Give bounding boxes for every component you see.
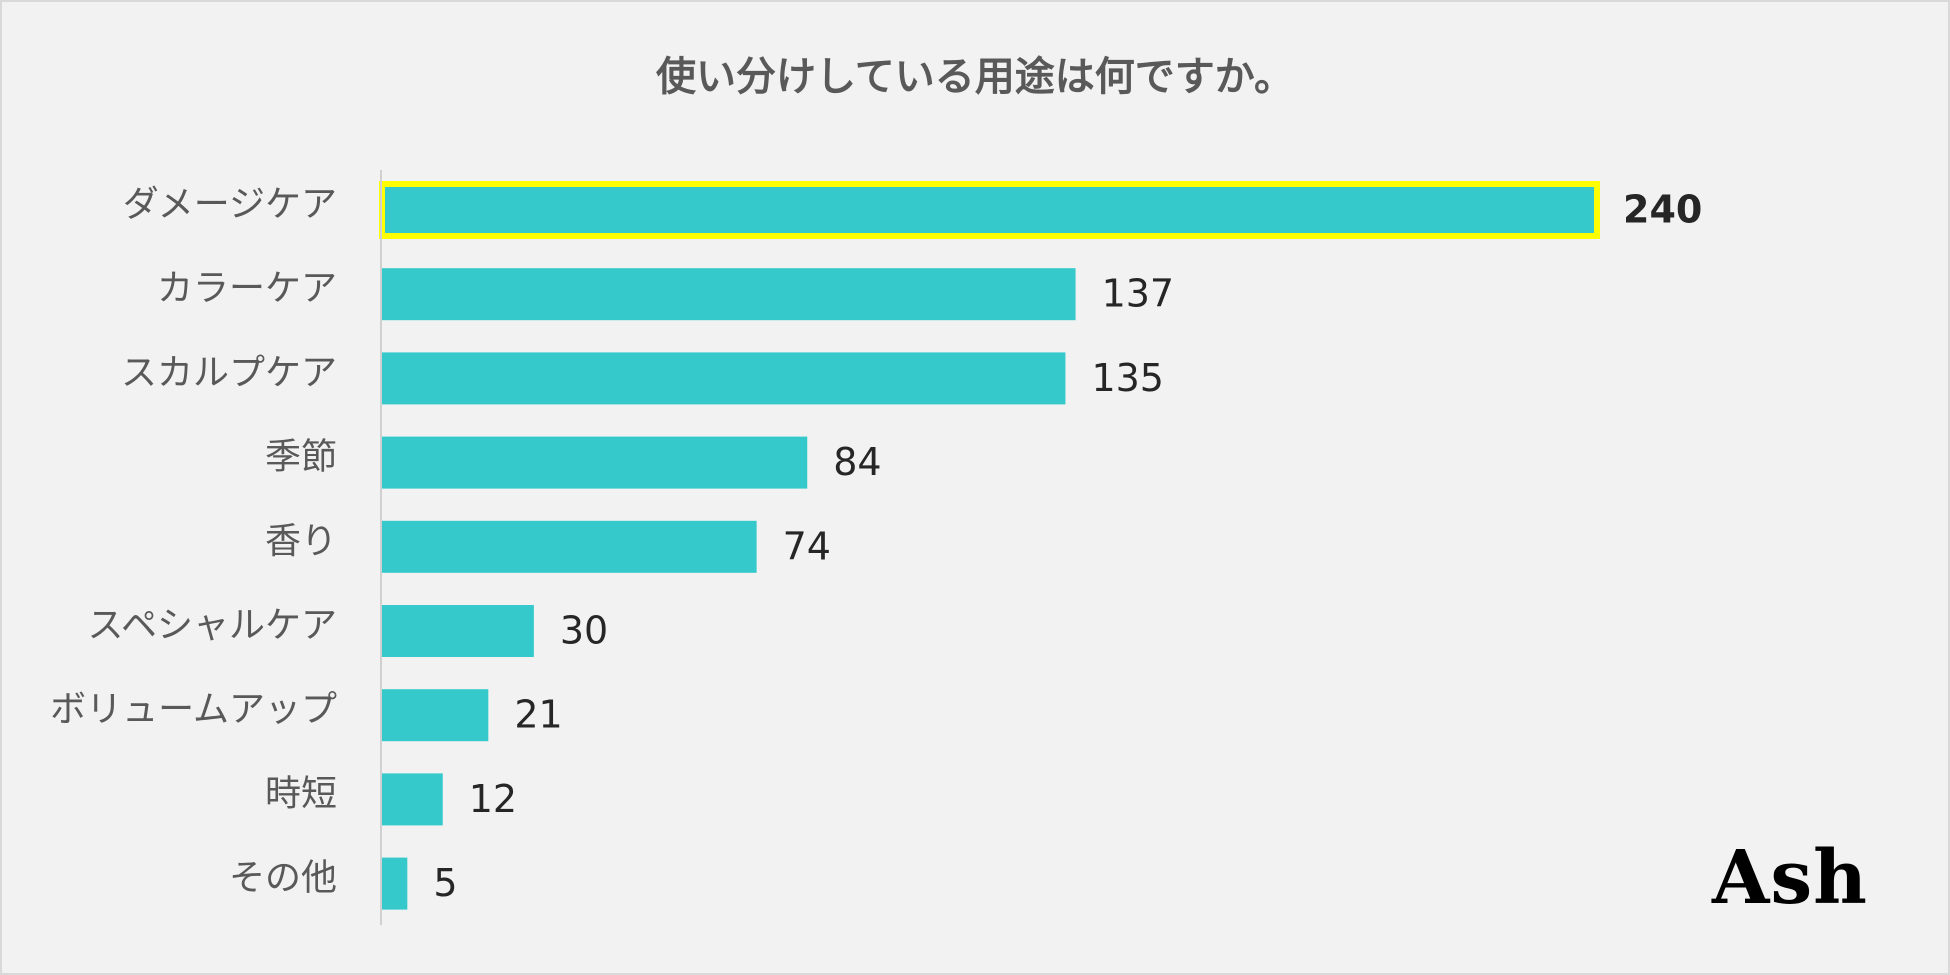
value-label-6: 21 bbox=[514, 693, 562, 737]
category-label-5: スペシャルケア bbox=[88, 605, 337, 646]
category-label-8: その他 bbox=[229, 858, 337, 899]
category-label-6: ボリュームアップ bbox=[50, 689, 337, 730]
bar-7 bbox=[382, 773, 443, 826]
value-label-1: 137 bbox=[1102, 272, 1175, 316]
value-label-5: 30 bbox=[560, 609, 608, 653]
value-label-2: 135 bbox=[1091, 356, 1164, 400]
category-label-7: 時短 bbox=[265, 773, 337, 814]
category-label-0: ダメージケア bbox=[123, 184, 337, 225]
category-label-4: 香り bbox=[265, 521, 337, 562]
bar-6 bbox=[382, 689, 489, 742]
bar-1 bbox=[382, 268, 1076, 321]
value-label-0: 240 bbox=[1623, 188, 1702, 232]
bar-2 bbox=[382, 352, 1066, 405]
brand-logo: Ash bbox=[1712, 835, 1868, 921]
category-label-1: カラーケア bbox=[157, 268, 337, 309]
category-label-3: 季節 bbox=[265, 437, 337, 478]
bar-4 bbox=[382, 520, 757, 573]
bar-8 bbox=[382, 857, 408, 910]
value-label-4: 74 bbox=[783, 524, 831, 568]
category-label-2: スカルプケア bbox=[121, 352, 337, 393]
bar-3 bbox=[382, 436, 808, 489]
bar-5 bbox=[382, 605, 534, 657]
chart-title: 使い分けしている用途は何ですか。 bbox=[656, 54, 1294, 100]
value-label-3: 84 bbox=[833, 440, 881, 484]
bar-0 bbox=[379, 181, 1600, 239]
value-label-7: 12 bbox=[469, 777, 517, 821]
value-label-8: 5 bbox=[433, 861, 457, 905]
